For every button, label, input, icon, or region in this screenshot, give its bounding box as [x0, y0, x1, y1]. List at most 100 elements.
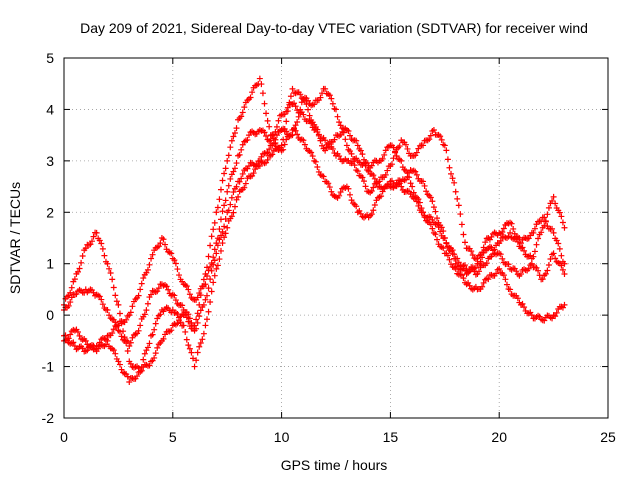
data-point — [398, 183, 405, 190]
data-point — [561, 301, 568, 308]
data-point-interp — [427, 194, 434, 201]
data-point-interp — [416, 199, 423, 206]
data-point-interp — [138, 280, 145, 287]
data-point-interp — [219, 208, 226, 215]
data-point-interp — [500, 225, 507, 232]
data-point-interp — [214, 204, 221, 211]
data-point-interp — [186, 315, 193, 322]
data-point-interp — [207, 298, 214, 305]
data-point-interp — [407, 180, 414, 187]
data-point-interp — [141, 350, 148, 357]
data-point-interp — [207, 276, 214, 283]
data-point-interp — [123, 340, 130, 347]
data-point-interp — [172, 260, 179, 267]
data-point — [278, 142, 285, 149]
data-point-interp — [144, 266, 151, 273]
data-point-interp — [549, 197, 556, 204]
data-point-interp — [123, 316, 130, 323]
data-point-interp — [121, 334, 128, 341]
data-point-interp — [99, 301, 106, 308]
data-point-interp — [154, 344, 161, 351]
data-point — [82, 337, 89, 344]
data-point-interp — [294, 131, 301, 138]
data-point-interp — [79, 252, 86, 259]
data-point-interp — [110, 284, 117, 291]
data-point-interp — [552, 255, 559, 262]
data-point-interp — [519, 244, 526, 251]
data-point — [115, 358, 122, 365]
data-point — [71, 276, 78, 283]
data-point-interp — [297, 106, 304, 113]
data-point-interp — [475, 268, 482, 275]
data-point-interp — [371, 201, 378, 208]
data-point-interp — [176, 272, 183, 279]
data-point — [213, 209, 220, 216]
data-point — [256, 163, 263, 169]
data-point-interp — [217, 186, 224, 193]
data-point-interp — [107, 269, 114, 276]
data-point-interp — [144, 344, 151, 351]
y-tick-label: 5 — [46, 50, 54, 66]
data-point-interp — [410, 189, 417, 196]
data-point-interp — [514, 295, 521, 302]
data-point-interp — [162, 241, 169, 248]
data-point — [224, 224, 231, 231]
data-point-interp — [345, 185, 352, 192]
data-point-interp — [392, 149, 399, 156]
data-point-interp — [427, 132, 434, 139]
data-point — [256, 75, 263, 82]
data-point-interp — [337, 189, 344, 196]
data-point-interp — [264, 149, 271, 156]
data-point-interp — [183, 283, 190, 290]
x-tick-label: 5 — [169, 429, 177, 445]
data-point-interp — [182, 328, 189, 335]
data-point-interp — [329, 100, 336, 107]
data-point-interp — [185, 318, 192, 325]
data-point-interp — [95, 345, 102, 352]
data-point-interp — [67, 289, 74, 296]
data-point-interp — [329, 145, 336, 152]
data-point — [202, 271, 209, 277]
data-point — [354, 142, 361, 149]
data-point-interp — [143, 307, 150, 314]
data-point — [507, 229, 514, 236]
data-point-interp — [146, 340, 153, 347]
data-point-interp — [538, 229, 545, 236]
data-point — [202, 281, 209, 288]
data-point-interp — [78, 259, 85, 266]
data-point-interp — [429, 198, 436, 205]
data-point-interp — [227, 201, 234, 208]
data-point-interp — [353, 203, 360, 210]
data-point-interp — [413, 171, 420, 178]
data-point-interp — [124, 348, 131, 355]
data-point — [202, 296, 209, 303]
data-point-interp — [174, 320, 181, 327]
data-point-interp — [112, 350, 119, 357]
data-point-interp — [183, 336, 190, 343]
data-point-interp — [493, 270, 500, 277]
data-point-interp — [462, 267, 469, 274]
data-point-interp — [542, 218, 549, 225]
data-point-interp — [227, 144, 234, 151]
data-point-interp — [350, 156, 357, 163]
data-point-interp — [446, 256, 453, 263]
data-point-interp — [222, 165, 229, 172]
data-point-interp — [360, 178, 367, 185]
data-point-interp — [65, 335, 72, 342]
data-point-interp — [120, 328, 127, 335]
data-point-interp — [346, 132, 353, 139]
data-point-interp — [230, 209, 237, 216]
data-point-interp — [216, 256, 223, 263]
data-point-interp — [263, 110, 270, 117]
data-point — [104, 337, 111, 344]
data-point — [420, 209, 427, 216]
data-point-interp — [261, 100, 268, 107]
data-point-interp — [558, 213, 565, 220]
data-point-interp — [326, 92, 333, 99]
data-point-interp — [449, 175, 456, 182]
data-point-interp — [205, 308, 212, 315]
data-point-interp — [305, 106, 312, 113]
data-point-interp — [379, 155, 386, 162]
data-point-interp — [480, 279, 487, 286]
data-point-interp — [266, 123, 273, 130]
